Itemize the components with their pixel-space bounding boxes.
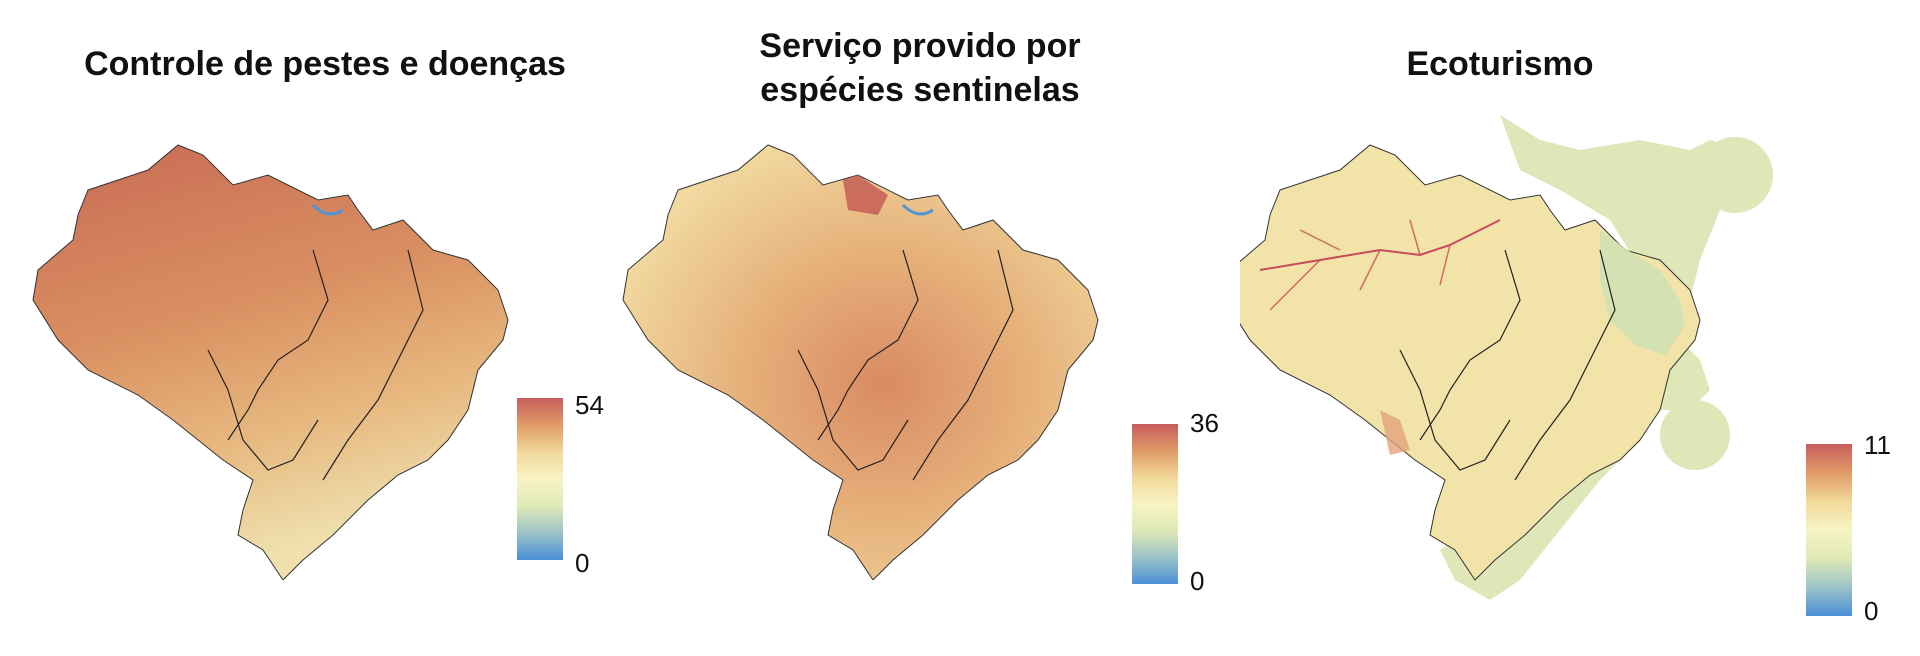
island-buffer — [1660, 400, 1730, 470]
legend: 54 0 — [517, 390, 637, 578]
biome-boundary — [1399, 349, 1511, 471]
legend: 36 0 — [1132, 408, 1252, 596]
biome-boundary — [322, 249, 424, 481]
legend-min-label: 0 — [575, 548, 590, 578]
legend-max-label: 36 — [1190, 408, 1219, 438]
brazil-map — [32, 144, 509, 580]
brazil-map — [1240, 115, 1773, 600]
country-shape — [622, 144, 1099, 580]
river-network — [1269, 219, 1451, 311]
biome-boundary — [227, 249, 329, 441]
legend-min-label: 0 — [1864, 596, 1879, 626]
river-mouth — [311, 203, 344, 216]
panel-title: Serviço provido por espécies sentinelas — [600, 24, 1240, 112]
panel-title-line: Controle de pestes e doenças — [84, 45, 566, 83]
biome-boundary — [912, 249, 1014, 481]
panel-title-line: Serviço provido por — [759, 27, 1081, 65]
island-buffer — [1697, 137, 1773, 213]
river-mouth — [901, 203, 934, 216]
legend-gradient-bar — [517, 398, 563, 560]
brazil-map — [622, 144, 1099, 580]
northeast-zone — [1600, 230, 1685, 355]
legend-max-label: 54 — [575, 390, 604, 420]
map-panel-ecotourism: Ecoturismo 11 0 — [1220, 0, 1920, 656]
biome-boundary — [797, 349, 909, 471]
west-hotspot — [1380, 410, 1410, 455]
coastal-buffer — [1440, 115, 1745, 600]
legend-min-label: 0 — [1190, 566, 1205, 596]
map-panel-sentinel-species: Serviço provido por espécies sentinelas … — [600, 0, 1240, 656]
biome-boundary — [1514, 249, 1616, 481]
legend-gradient-bar — [1806, 444, 1852, 616]
panel-title: Ecoturismo — [1220, 42, 1780, 86]
biome-boundary — [207, 349, 319, 471]
country-shape — [32, 144, 509, 580]
legend-max-label: 11 — [1864, 430, 1891, 460]
biome-boundary — [1419, 249, 1521, 441]
panel-title-line: Ecoturismo — [1406, 45, 1594, 83]
north-hotspot — [843, 175, 888, 215]
biome-boundary — [817, 249, 919, 441]
legend-gradient-bar — [1132, 424, 1178, 584]
legend: 11 0 — [1806, 430, 1916, 626]
panel-title-line: espécies sentinelas — [760, 71, 1080, 109]
map-panel-pest-control: Controle de pestes e doenças 54 0 — [0, 0, 650, 656]
panel-title: Controle de pestes e doenças — [0, 42, 650, 86]
